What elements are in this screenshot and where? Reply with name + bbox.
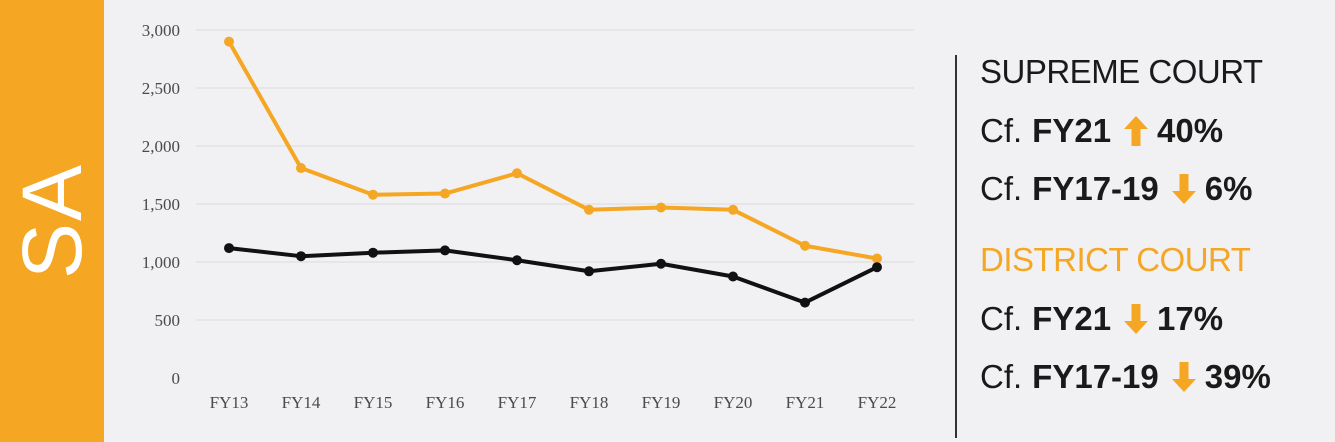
percent-change: 6% xyxy=(1204,170,1253,207)
percent-change: 39% xyxy=(1204,358,1271,395)
percent-change: 17% xyxy=(1157,300,1224,337)
supreme-court-block: SUPREME COURT Cf. FY21 40% Cf. FY17-19 6… xyxy=(980,52,1330,208)
y-tick-label: 0 xyxy=(172,369,181,388)
x-tick-label: FY15 xyxy=(354,393,393,412)
data-point xyxy=(656,258,666,269)
down-arrow-icon xyxy=(1124,304,1149,334)
district-fy21-row: Cf. FY21 17% xyxy=(980,300,1330,338)
x-tick-label: FY14 xyxy=(282,393,321,412)
x-tick-label: FY18 xyxy=(570,393,609,412)
series-line-1 xyxy=(227,246,879,305)
series-line-0 xyxy=(227,39,879,261)
state-label: SA xyxy=(5,162,99,280)
panel-divider xyxy=(955,55,957,438)
data-point xyxy=(584,204,594,215)
percent-change: 40% xyxy=(1157,112,1224,149)
data-point xyxy=(584,266,594,277)
data-point xyxy=(728,271,738,282)
supreme-court-title: SUPREME COURT xyxy=(980,53,1263,90)
down-arrow-icon xyxy=(1171,174,1196,204)
y-tick-label: 3,000 xyxy=(142,21,180,40)
data-point xyxy=(296,163,306,174)
y-tick-label: 1,000 xyxy=(142,253,180,272)
data-point xyxy=(224,243,234,254)
supreme-fy17-19-row: Cf. FY17-19 6% xyxy=(980,170,1330,208)
data-point xyxy=(872,262,882,273)
cf-label: Cf. xyxy=(980,300,1023,337)
cf-label: Cf. xyxy=(980,170,1023,207)
district-court-block: DISTRICT COURT Cf. FY21 17% Cf. FY17-19 … xyxy=(980,240,1330,396)
y-tick-label: 500 xyxy=(155,311,181,330)
data-point xyxy=(512,255,522,266)
x-tick-label: FY22 xyxy=(858,393,897,412)
x-tick-label: FY20 xyxy=(714,393,753,412)
y-tick-label: 1,500 xyxy=(142,195,180,214)
data-point xyxy=(656,202,666,213)
y-tick-label: 2,000 xyxy=(142,137,180,156)
data-point xyxy=(296,251,306,262)
x-tick-label: FY19 xyxy=(642,393,681,412)
side-band: SA xyxy=(0,0,104,442)
cf-label: Cf. xyxy=(980,112,1023,149)
period-label: FY21 xyxy=(1032,112,1112,149)
data-point xyxy=(512,168,522,179)
comparison-panel: SUPREME COURT Cf. FY21 40% Cf. FY17-19 6… xyxy=(980,52,1330,396)
data-point xyxy=(800,240,810,251)
data-point xyxy=(800,297,810,308)
data-point xyxy=(440,188,450,199)
data-point xyxy=(440,245,450,256)
down-arrow-icon xyxy=(1171,362,1196,392)
data-point xyxy=(368,189,378,200)
period-label: FY21 xyxy=(1032,300,1112,337)
x-tick-label: FY16 xyxy=(426,393,465,412)
up-arrow-icon xyxy=(1124,116,1149,146)
x-tick-label: FY21 xyxy=(786,393,825,412)
data-point xyxy=(368,247,378,258)
data-point xyxy=(872,253,882,264)
period-label: FY17-19 xyxy=(1032,358,1159,395)
data-point xyxy=(224,36,234,47)
cf-label: Cf. xyxy=(980,358,1023,395)
line-chart: 0 500 1,000 1,500 2,000 2,500 3,000 FY13 FY14 FY1… xyxy=(142,21,914,412)
x-tick-label: FY17 xyxy=(498,393,537,412)
supreme-fy21-row: Cf. FY21 40% xyxy=(980,112,1330,150)
district-fy17-19-row: Cf. FY17-19 39% xyxy=(980,358,1330,396)
data-point xyxy=(728,204,738,215)
period-label: FY17-19 xyxy=(1032,170,1159,207)
y-tick-label: 2,500 xyxy=(142,79,180,98)
district-court-title: DISTRICT COURT xyxy=(980,241,1251,278)
x-tick-label: FY13 xyxy=(210,393,249,412)
